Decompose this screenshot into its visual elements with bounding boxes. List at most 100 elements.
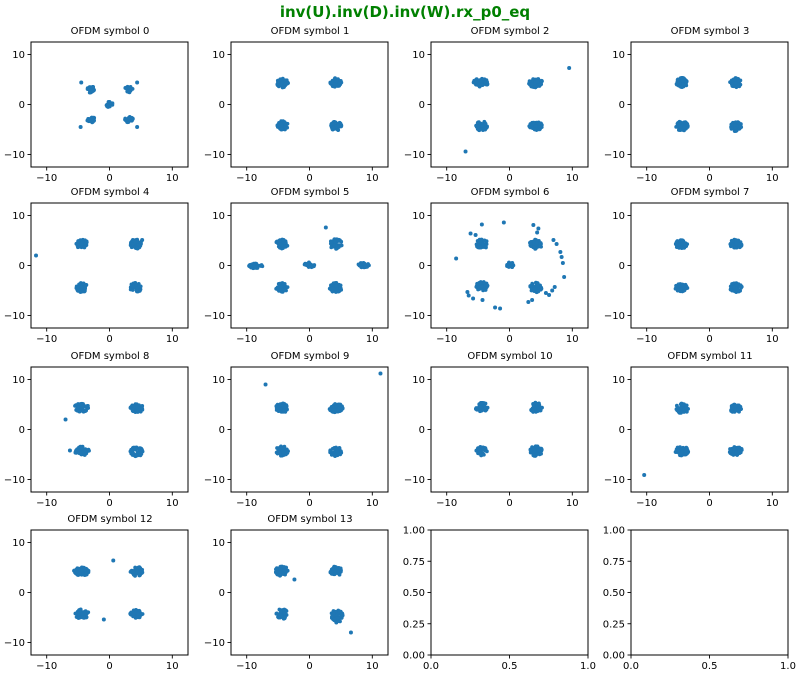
x-tick-label: 0.0 bbox=[423, 661, 439, 672]
x-tick-label: 10 bbox=[366, 334, 379, 345]
constellation-cluster bbox=[674, 119, 690, 133]
y-tick-label: −10 bbox=[204, 311, 225, 322]
y-tick-label: 0 bbox=[219, 100, 225, 111]
axes: −10 0 10 10 0 −10 bbox=[4, 202, 189, 345]
outlier-point bbox=[292, 577, 297, 582]
constellation-cluster bbox=[505, 260, 516, 270]
outlier-point bbox=[34, 253, 39, 258]
constellation-cluster bbox=[273, 564, 290, 578]
subplot-title: OFDM symbol 9 bbox=[270, 351, 350, 362]
outlier-point bbox=[498, 306, 503, 311]
scatter-points bbox=[674, 75, 744, 134]
x-tick-label: −10 bbox=[436, 498, 457, 509]
constellation-cluster bbox=[728, 281, 744, 295]
outlier-point bbox=[536, 226, 541, 231]
x-tick-label: 10 bbox=[766, 498, 779, 509]
subplot-title: OFDM symbol 2 bbox=[470, 26, 550, 37]
x-tick-label: 0 bbox=[106, 661, 112, 672]
subplot-7: OFDM symbol 7 −10 0 10 10 0 −10 bbox=[600, 179, 800, 347]
constellation-cluster bbox=[275, 119, 290, 132]
outlier-point bbox=[554, 242, 559, 246]
x-tick-label: 0 bbox=[706, 498, 712, 509]
y-tick-label: 0 bbox=[619, 425, 625, 436]
y-tick-label: −10 bbox=[204, 150, 225, 161]
axes-box bbox=[430, 366, 589, 493]
constellation-cluster bbox=[474, 280, 490, 293]
subplot-title: OFDM symbol 10 bbox=[467, 351, 553, 362]
subplot-8: OFDM symbol 8 −10 0 10 10 0 −10 bbox=[0, 343, 200, 511]
outlier-point bbox=[471, 296, 476, 301]
subplot-0: OFDM symbol 0 −10 0 10 10 0 −10 bbox=[0, 18, 200, 186]
outlier-point bbox=[79, 80, 84, 85]
x-tick-label: −10 bbox=[636, 173, 657, 184]
constellation-cluster bbox=[727, 445, 744, 457]
y-tick-label: 0 bbox=[619, 100, 625, 111]
y-tick-label: 10 bbox=[212, 50, 225, 61]
subplot-title: OFDM symbol 5 bbox=[270, 187, 350, 198]
y-tick-label: −10 bbox=[404, 311, 425, 322]
y-tick-label: −10 bbox=[4, 638, 25, 649]
x-tick-label: 0 bbox=[706, 334, 712, 345]
outlier-point bbox=[550, 288, 555, 293]
axes: −10 0 10 10 0 −10 bbox=[604, 41, 789, 184]
subplot-title: OFDM symbol 12 bbox=[67, 514, 153, 525]
subplot-title: OFDM symbol 1 bbox=[270, 26, 350, 37]
y-tick-label: 0 bbox=[619, 261, 625, 272]
y-tick-label: 0 bbox=[219, 588, 225, 599]
y-tick-label: 10 bbox=[612, 375, 625, 386]
constellation-cluster bbox=[529, 400, 544, 414]
outlier-point bbox=[101, 617, 106, 622]
outlier-point bbox=[501, 220, 506, 225]
x-tick-label: 10 bbox=[766, 173, 779, 184]
scatter-points bbox=[463, 66, 572, 154]
axes: −10 0 10 10 0 −10 bbox=[204, 529, 389, 672]
constellation-cluster bbox=[73, 444, 91, 457]
y-tick-label: 0 bbox=[19, 261, 25, 272]
x-tick-label: 10 bbox=[566, 498, 579, 509]
x-tick-label: 10 bbox=[566, 173, 579, 184]
figure-title: inv(U).inv(D).inv(W).rx_p0_eq bbox=[279, 3, 531, 21]
y-tick-label: 10 bbox=[12, 211, 25, 222]
axes: 0.0 0.5 1.0 1.00 0.75 0.50 0.25 0.00 bbox=[403, 526, 596, 673]
constellation-cluster bbox=[474, 119, 489, 133]
constellation-cluster bbox=[332, 616, 342, 625]
outlier-point bbox=[463, 149, 468, 154]
y-tick-label: −10 bbox=[204, 638, 225, 649]
constellation-cluster bbox=[328, 237, 344, 251]
constellation-cluster bbox=[274, 281, 290, 294]
outlier-point bbox=[493, 305, 498, 310]
constellation-cluster bbox=[274, 607, 289, 621]
outlier-point bbox=[454, 256, 459, 261]
constellation-cluster bbox=[328, 445, 344, 459]
subplot-title: OFDM symbol 8 bbox=[70, 351, 150, 362]
y-tick-label: 1.00 bbox=[603, 526, 625, 537]
scatter-points bbox=[273, 564, 353, 635]
outlier-point bbox=[78, 125, 83, 129]
constellation-cluster bbox=[274, 237, 290, 251]
x-tick-label: −10 bbox=[236, 334, 257, 345]
scatter-points bbox=[34, 237, 145, 294]
constellation-cluster bbox=[327, 281, 344, 294]
y-tick-label: −10 bbox=[604, 311, 625, 322]
subplot-2: OFDM symbol 2 −10 0 10 10 0 −10 bbox=[400, 18, 600, 186]
constellation-cluster bbox=[128, 280, 143, 294]
outlier-point bbox=[547, 293, 552, 297]
y-tick-label: 0 bbox=[219, 425, 225, 436]
y-tick-label: 10 bbox=[412, 211, 425, 222]
outlier-point bbox=[530, 298, 535, 302]
y-tick-label: 0 bbox=[419, 425, 425, 436]
y-tick-label: 0.50 bbox=[403, 588, 425, 599]
x-tick-label: −10 bbox=[36, 661, 57, 672]
constellation-cluster bbox=[674, 75, 689, 90]
outlier-point bbox=[560, 261, 565, 265]
outlier-point bbox=[135, 80, 140, 85]
constellation-cluster bbox=[128, 445, 145, 459]
outlier-point bbox=[135, 125, 140, 129]
constellation-cluster bbox=[527, 77, 544, 90]
x-tick-label: 1.0 bbox=[780, 661, 796, 672]
subplot-6: OFDM symbol 6 −10 0 10 10 0 −10 bbox=[400, 179, 600, 347]
x-tick-label: 0 bbox=[706, 173, 712, 184]
constellation-cluster bbox=[356, 261, 371, 270]
constellation-cluster bbox=[329, 119, 344, 132]
x-tick-label: 0 bbox=[306, 498, 312, 509]
